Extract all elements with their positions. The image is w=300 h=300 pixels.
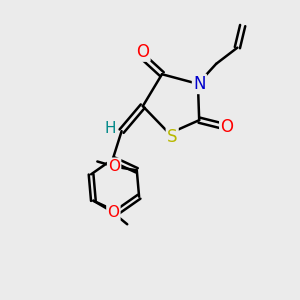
Text: O: O <box>136 43 149 61</box>
Text: O: O <box>107 205 119 220</box>
Text: S: S <box>167 128 177 146</box>
Text: O: O <box>108 159 120 174</box>
Text: H: H <box>105 121 116 136</box>
Text: N: N <box>193 75 206 93</box>
Text: O: O <box>220 118 233 136</box>
